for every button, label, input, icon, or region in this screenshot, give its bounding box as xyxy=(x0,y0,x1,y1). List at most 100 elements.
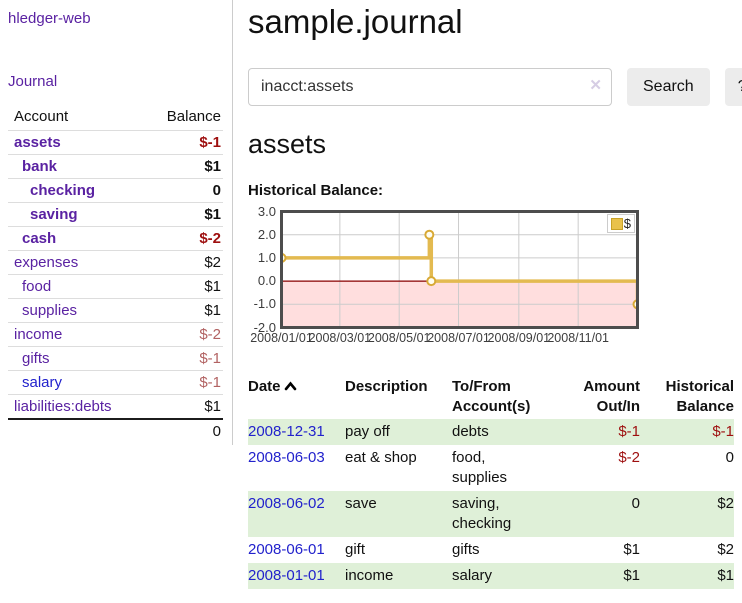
register-col-balance: Historical Balance xyxy=(665,378,734,415)
register-amount: $-1 xyxy=(618,423,640,440)
register-balance: $2 xyxy=(717,541,734,558)
account-row: expenses $2 xyxy=(8,250,223,275)
chart-plot-area: $ xyxy=(276,210,643,329)
register-balance: $-1 xyxy=(712,423,734,440)
x-axis-tick-label: 2008/05/01 xyxy=(367,331,431,345)
clear-search-icon[interactable]: ✕ xyxy=(589,77,602,94)
accounts-col-balance: Balance xyxy=(166,108,221,125)
sidebar: hledger-web Journal Account Balance asse… xyxy=(0,0,233,445)
account-link[interactable]: cash xyxy=(22,230,57,247)
register-accounts: gifts xyxy=(452,541,480,558)
y-axis-tick-label: 0.0 xyxy=(257,273,276,289)
account-link[interactable]: bank xyxy=(22,158,58,175)
account-balance: $1 xyxy=(142,202,223,227)
y-axis-tick-label: -2.0 xyxy=(253,319,276,335)
y-axis-tick-label: 1.0 xyxy=(257,249,276,265)
date-link[interactable]: 2008-12-31 xyxy=(248,423,325,440)
account-row: saving $1 xyxy=(8,202,223,227)
account-link[interactable]: food xyxy=(22,278,52,295)
x-axis-tick-label: 2008/07/01 xyxy=(427,331,490,345)
account-row: salary $-1 xyxy=(8,370,223,395)
register-accounts: debts xyxy=(452,423,489,440)
search-box: ✕ xyxy=(248,68,612,106)
register-accounts: saving, checking xyxy=(452,495,512,532)
account-heading: assets xyxy=(248,129,327,159)
account-row: supplies $1 xyxy=(8,298,223,323)
register-col-date[interactable]: Date xyxy=(248,375,345,419)
register-description: income xyxy=(345,567,394,584)
register-amount: 0 xyxy=(631,495,640,512)
chart-legend: $ xyxy=(606,214,635,233)
chart-canvas xyxy=(276,210,643,329)
register-col-amount: Amount Out/In xyxy=(583,378,640,415)
register-amount: $-2 xyxy=(618,449,640,466)
account-link[interactable]: liabilities:debts xyxy=(14,398,112,415)
search-input[interactable] xyxy=(248,68,612,106)
register-accounts: salary xyxy=(452,567,493,584)
help-button[interactable]: ? xyxy=(724,68,742,106)
x-axis-tick-label: 2008/09/01 xyxy=(487,331,551,345)
account-balance: $-2 xyxy=(142,226,223,251)
account-link[interactable]: supplies xyxy=(22,302,78,319)
register-row: 2008-06-02 save saving, checking 0 $2 xyxy=(248,491,734,537)
account-row: food $1 xyxy=(8,274,223,299)
account-link[interactable]: expenses xyxy=(14,254,79,271)
date-link[interactable]: 2008-01-01 xyxy=(248,567,325,584)
register-description: save xyxy=(345,495,377,512)
x-axis-tick-label: 2008/03/01 xyxy=(308,331,372,345)
date-header-label: Date xyxy=(248,378,281,395)
account-balance: $1 xyxy=(142,154,223,179)
search-form: ✕ Search ? xyxy=(248,68,742,106)
y-axis-tick-label: -1.0 xyxy=(253,296,276,312)
main-content: sample.journal ✕ Search ? assets Histori… xyxy=(233,0,742,603)
account-balance: $1 xyxy=(142,394,223,419)
account-link[interactable]: checking xyxy=(30,182,96,199)
account-link[interactable]: salary xyxy=(22,374,63,391)
register-amount: $1 xyxy=(623,541,640,558)
app-title-link[interactable]: hledger-web xyxy=(8,10,91,27)
legend-label: $ xyxy=(623,216,631,231)
account-row: gifts $-1 xyxy=(8,346,223,371)
legend-swatch-icon xyxy=(610,217,623,230)
search-button[interactable]: Search xyxy=(627,68,710,106)
x-axis-tick-label: 2008/01/01 xyxy=(250,331,313,345)
account-row: bank $1 xyxy=(8,154,223,179)
account-balance: $2 xyxy=(142,250,223,275)
register-row: 2008-01-01 income salary $1 $1 xyxy=(248,563,734,589)
app-title: hledger-web xyxy=(8,10,223,28)
accounts-total-value: 0 xyxy=(142,418,223,443)
register-row: 2008-06-03 eat & shop food, supplies $-2 0 xyxy=(248,445,734,491)
register-row: 2008-12-31 pay off debts $-1 $-1 xyxy=(248,419,734,445)
register-accounts: food, supplies xyxy=(452,449,508,486)
accounts-col-account: Account xyxy=(14,108,69,125)
account-row: assets $-1 xyxy=(8,130,223,155)
register-description: pay off xyxy=(345,423,390,440)
register-amount: $1 xyxy=(623,567,640,584)
account-row: income $-2 xyxy=(8,322,223,347)
register-description: gift xyxy=(345,541,366,558)
register-description: eat & shop xyxy=(345,449,417,466)
account-row: liabilities:debts $1 xyxy=(8,394,223,419)
register-header-row: Date Description To/From Account(s) Amou… xyxy=(248,375,734,419)
register-balance: $1 xyxy=(717,567,734,584)
account-link[interactable]: saving xyxy=(30,206,78,223)
account-link[interactable]: income xyxy=(14,326,63,343)
date-link[interactable]: 2008-06-03 xyxy=(248,449,325,466)
historical-balance-chart: $ 3.0 2.0 1.0 0.0 -1.0 -2.0 2008/01/01 2008/03/… xyxy=(248,204,643,351)
date-link[interactable]: 2008-06-02 xyxy=(248,495,325,512)
register-row: 2008-06-01 gift gifts $1 $2 xyxy=(248,537,734,563)
register-balance: $2 xyxy=(717,495,734,512)
y-axis-tick-label: 2.0 xyxy=(257,226,276,242)
sort-ascending-icon xyxy=(284,377,297,397)
sidebar-item-journal[interactable]: Journal xyxy=(8,73,58,90)
account-balance: $1 xyxy=(142,274,223,299)
account-link[interactable]: assets xyxy=(14,134,61,151)
date-link[interactable]: 2008-06-01 xyxy=(248,541,325,558)
account-link[interactable]: gifts xyxy=(22,350,50,367)
chart-title: Historical Balance: xyxy=(248,182,384,199)
register-col-description: Description xyxy=(345,378,428,395)
register-col-accounts: To/From Account(s) xyxy=(452,378,531,415)
account-balance: $-1 xyxy=(142,370,223,395)
account-balance: $-2 xyxy=(142,322,223,347)
